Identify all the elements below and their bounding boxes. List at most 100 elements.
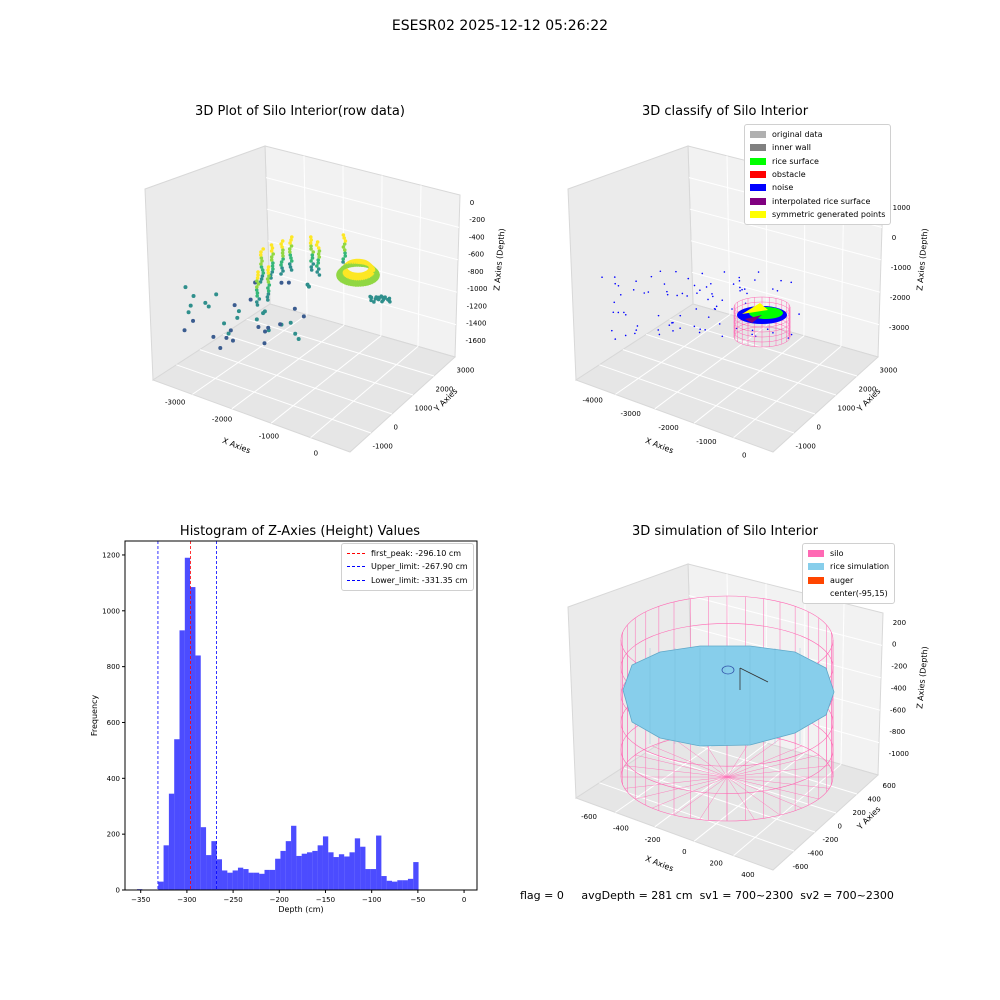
data-point [191,318,196,323]
y-tick-label: 3000 [880,367,898,375]
gridline [693,753,805,842]
data-point [224,335,229,340]
histogram-bar [386,880,393,890]
histogram-bar [370,869,377,890]
data-point [388,299,392,304]
data-point [311,262,316,266]
gridline [380,175,383,336]
z-tick-label: -800 [889,728,905,736]
data-point [342,248,347,252]
gridline [654,324,768,410]
data-point [309,268,314,272]
x-tick-label: -1000 [696,438,716,446]
gridline [622,349,816,415]
panel4-legend: silo rice simulation auger center(-95,15… [802,543,896,605]
histogram-bar [407,878,414,890]
y-tick-label: 1200 [102,551,120,559]
gridline [310,346,419,438]
data-point [671,322,673,324]
data-point [226,331,231,336]
data-point [315,240,320,244]
data-point [255,291,260,295]
legend-item: rice simulation [808,560,889,573]
z-tick-label: -600 [890,706,906,714]
legend-item: original data [750,128,885,141]
gridline [265,177,460,228]
histogram-bar [344,856,350,890]
auger-shaft [739,667,769,683]
legend-swatch [750,157,766,165]
data-point [255,276,260,280]
data-point [659,270,662,273]
legend-swatch [808,590,824,598]
data-point [704,329,706,331]
histogram-bar [413,862,419,890]
symmetric-points [742,303,768,314]
data-point [288,320,293,325]
gridline [266,208,459,261]
data-point [256,282,261,286]
data-point [679,314,682,317]
legend-line [347,579,365,581]
histogram-bar [338,854,345,890]
data-point [256,273,260,277]
data-point [743,288,746,290]
data-point [255,279,259,283]
z-tick-label: -1000 [891,264,911,272]
data-point [269,249,274,253]
data-point [267,283,272,287]
gridline [691,271,880,326]
data-point [281,254,285,258]
gridline [654,742,768,828]
data-point [248,297,253,302]
legend-item: noise [750,181,885,194]
data-point [271,267,275,271]
panel2-title: 3D classify of Silo Interior [641,104,809,119]
y-tick-label: 0 [116,887,120,895]
y-tick-label: -600 [793,863,809,871]
data-point [315,270,320,274]
y-tick-label: -1000 [796,443,816,451]
histogram-bar [184,557,191,890]
data-point [308,235,313,239]
legend-label: original data [772,130,823,140]
histogram-bar [296,855,302,890]
legend-label: first_peak: -296.10 cm [371,549,462,559]
silo-floor-line [624,765,830,789]
data-point [280,239,285,243]
panel1-3d-scatter: -3000 -2000 -1000 0 -1000 0 1000 2000 3000 0 -200 -… [144,145,507,458]
z-tick-label: -1000 [889,750,909,758]
data-point [266,325,271,330]
data-point [289,259,294,263]
data-point [315,264,319,268]
legend-swatch [750,210,766,218]
data-point [624,314,627,316]
data-point [635,280,637,282]
data-point [280,266,284,270]
data-point [695,308,698,310]
data-point [262,341,267,346]
data-point [376,295,381,300]
data-point [739,286,741,289]
gridline [231,324,345,410]
gridline [689,208,882,261]
panel3-legend: first_peak: -296.10 cm Upper_limit: -267… [341,543,474,591]
panel1-title: 3D Plot of Silo Interior(row data) [195,104,405,119]
data-point [279,260,284,264]
data-point [288,250,292,254]
data-point [262,309,267,314]
data-point [676,294,678,297]
data-point [368,265,373,269]
data-point [310,256,315,260]
histogram-bar [360,846,366,890]
y-tick-label: 2000 [436,386,454,394]
data-point [617,311,620,314]
gridline [192,314,308,395]
legend-swatch [808,576,824,584]
data-point [787,337,790,339]
histogram-bar [381,876,387,890]
data-point [271,252,275,256]
legend-label: obstacle [772,170,806,180]
data-point [751,329,754,332]
